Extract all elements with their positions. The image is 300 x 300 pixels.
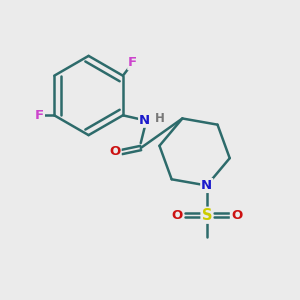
Text: N: N [201,179,212,192]
Text: S: S [202,208,212,223]
Text: H: H [154,112,164,125]
Text: F: F [128,56,137,69]
Text: O: O [231,209,242,222]
Text: O: O [171,209,183,222]
Text: O: O [109,146,121,158]
Text: N: N [139,114,150,127]
Text: F: F [35,109,44,122]
